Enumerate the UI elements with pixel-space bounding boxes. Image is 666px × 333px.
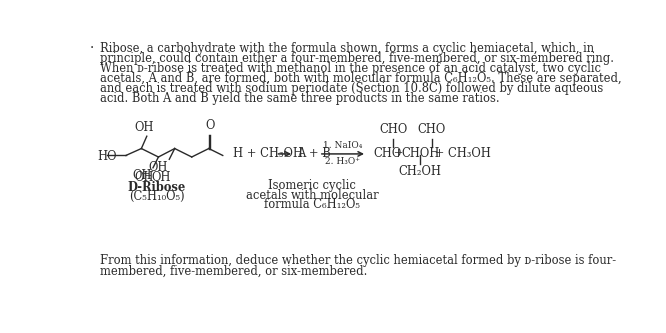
Text: ·: · xyxy=(89,42,94,56)
Text: Ribose, a carbohydrate with the formula shown, forms a cyclic hemiacetal, which,: Ribose, a carbohydrate with the formula … xyxy=(101,42,595,55)
Text: (C₅H₁₀O₅): (C₅H₁₀O₅) xyxy=(129,190,184,203)
Text: A + B: A + B xyxy=(297,148,331,161)
Text: OH: OH xyxy=(151,171,170,184)
Text: 1. NaIO₄: 1. NaIO₄ xyxy=(323,141,362,150)
Text: O: O xyxy=(205,119,214,132)
Text: acid. Both A and B yield the same three products in the same ratios.: acid. Both A and B yield the same three … xyxy=(101,92,500,105)
Text: 2. H₃O⁺: 2. H₃O⁺ xyxy=(326,157,360,166)
Text: CHO: CHO xyxy=(373,148,402,161)
Text: + CH₃OH: + CH₃OH xyxy=(431,148,491,161)
Text: acetals, A and B, are formed, both with molecular formula C₆H₁₂O₅. These are sep: acetals, A and B, are formed, both with … xyxy=(101,72,622,85)
Text: CH₂OH: CH₂OH xyxy=(399,166,442,178)
Text: H + CH₃OH: H + CH₃OH xyxy=(233,148,303,161)
Text: D-Ribose: D-Ribose xyxy=(128,181,186,194)
Text: OH: OH xyxy=(132,169,151,182)
Text: and each is treated with sodium periodate (Section 10.8C) followed by dilute aqu: and each is treated with sodium periodat… xyxy=(101,82,603,95)
Text: CHOH: CHOH xyxy=(402,148,440,161)
Text: From this information, deduce whether the cyclic hemiacetal formed by ᴅ-ribose i: From this information, deduce whether th… xyxy=(101,254,617,267)
Text: OH: OH xyxy=(134,171,153,184)
Text: acetals with molecular: acetals with molecular xyxy=(246,188,378,201)
Text: When ᴅ-ribose is treated with methanol in the presence of an acid catalyst, two : When ᴅ-ribose is treated with methanol i… xyxy=(101,62,601,75)
Text: CHO: CHO xyxy=(379,123,408,136)
Text: Isomeric cyclic: Isomeric cyclic xyxy=(268,179,356,192)
Text: membered, five-membered, or six-membered.: membered, five-membered, or six-membered… xyxy=(101,264,368,277)
Text: OH: OH xyxy=(135,121,155,134)
Text: formula C₆H₁₂O₅: formula C₆H₁₂O₅ xyxy=(264,198,360,211)
Text: principle, could contain either a four-membered, five-membered, or six-membered : principle, could contain either a four-m… xyxy=(101,52,614,65)
Text: OH: OH xyxy=(149,161,168,174)
Text: HO: HO xyxy=(97,150,117,163)
Text: CHO: CHO xyxy=(418,123,446,136)
Text: +: + xyxy=(390,148,407,161)
